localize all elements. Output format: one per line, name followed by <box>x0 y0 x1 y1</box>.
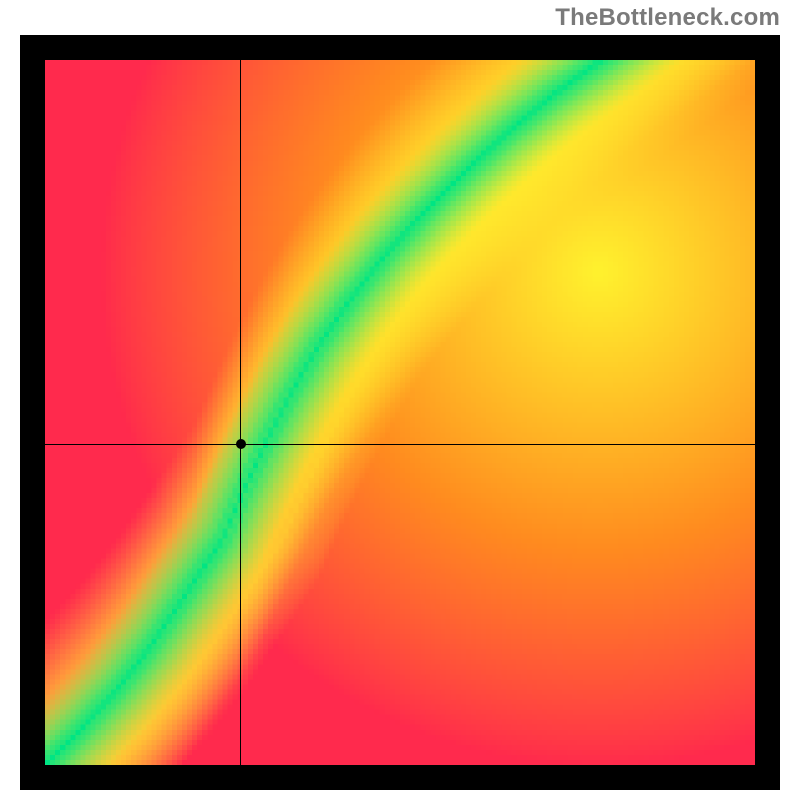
frame-right <box>755 35 780 790</box>
crosshair-marker <box>236 439 246 449</box>
watermark-text: TheBottleneck.com <box>555 4 780 32</box>
frame-bottom <box>20 765 780 790</box>
crosshair-vertical <box>240 60 241 765</box>
crosshair-horizontal <box>45 444 755 445</box>
frame-top <box>20 35 780 60</box>
chart-root: TheBottleneck.com <box>0 0 800 800</box>
bottleneck-heatmap <box>45 60 755 765</box>
frame-left <box>20 35 45 790</box>
